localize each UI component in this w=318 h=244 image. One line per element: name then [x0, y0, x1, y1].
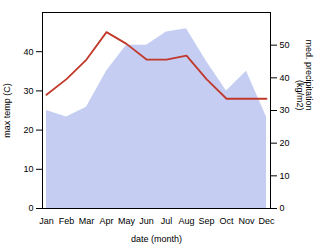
svg-text:Feb: Feb [59, 216, 75, 226]
svg-text:0: 0 [28, 203, 33, 213]
svg-text:Jan: Jan [39, 216, 54, 226]
svg-text:Jul: Jul [161, 216, 173, 226]
svg-text:Nov: Nov [238, 216, 255, 226]
svg-text:10: 10 [280, 171, 290, 181]
svg-text:max temp (C): max temp (C) [2, 83, 12, 138]
svg-text:10: 10 [23, 164, 33, 174]
svg-text:med. precipitation(kg/m2): med. precipitation(kg/m2) [295, 39, 314, 110]
svg-text:20: 20 [280, 138, 290, 148]
svg-text:40: 40 [280, 73, 290, 83]
svg-text:0: 0 [280, 203, 285, 213]
svg-text:Aug: Aug [178, 216, 194, 226]
svg-text:Oct: Oct [219, 216, 234, 226]
svg-text:Jun: Jun [139, 216, 154, 226]
svg-text:Mar: Mar [79, 216, 95, 226]
svg-text:20: 20 [23, 125, 33, 135]
svg-text:40: 40 [23, 47, 33, 57]
svg-text:Apr: Apr [99, 216, 113, 226]
svg-text:Dec: Dec [258, 216, 275, 226]
svg-text:30: 30 [23, 86, 33, 96]
svg-text:May: May [118, 216, 136, 226]
svg-text:date (month): date (month) [131, 234, 182, 244]
svg-text:50: 50 [280, 40, 290, 50]
svg-text:Sep: Sep [198, 216, 214, 226]
svg-text:30: 30 [280, 105, 290, 115]
